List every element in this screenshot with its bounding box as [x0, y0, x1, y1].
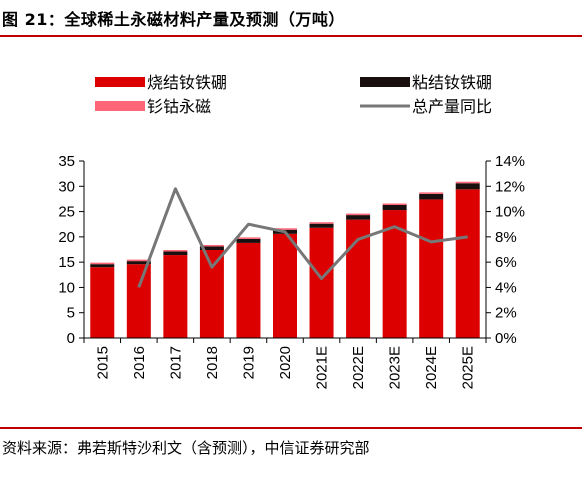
right-tick-label: 2% — [495, 305, 517, 322]
bar-2018-series-2 — [199, 244, 224, 247]
x-tick-label: 2024E — [423, 346, 440, 389]
figure-title: 图 21：全球稀土永磁材料产量及预测（万吨） — [2, 10, 345, 29]
bar-2021E-series-0 — [309, 227, 334, 338]
right-tick-label: 8% — [495, 229, 517, 246]
title-rule — [0, 35, 582, 37]
bar-2017-series-1 — [163, 251, 188, 256]
bar-2024E-series-2 — [419, 192, 444, 194]
right-tick-label: 12% — [495, 178, 525, 195]
legend-label-1: 粘结钕铁硼 — [412, 73, 492, 92]
bar-2021E-series-1 — [309, 223, 334, 228]
bar-2025E-series-1 — [455, 183, 480, 190]
bar-2024E-series-0 — [419, 199, 444, 338]
legend-label-0: 烧结钕铁硼 — [147, 73, 227, 92]
bar-2015-series-0 — [90, 267, 115, 338]
bar-2017-series-0 — [163, 255, 188, 338]
x-tick-label: 2023E — [387, 346, 404, 389]
bar-2016-series-2 — [126, 259, 151, 262]
legend-label-3: 总产量同比 — [412, 97, 492, 116]
bar-2019-series-2 — [236, 237, 261, 239]
legend-swatch-0 — [95, 77, 145, 87]
bar-2025E-series-0 — [455, 189, 480, 338]
bar-2024E-series-1 — [419, 193, 444, 200]
x-tick-label: 2022E — [350, 346, 367, 389]
bar-2022E-series-1 — [346, 215, 371, 220]
bar-2020-series-0 — [273, 233, 297, 338]
x-tick-label: 2015 — [94, 346, 111, 379]
legend-swatch-1 — [360, 77, 410, 87]
bar-2021E-series-2 — [309, 222, 334, 224]
left-tick-label: 25 — [58, 204, 75, 221]
x-tick-label: 2020 — [277, 346, 294, 379]
bar-2023E-series-2 — [382, 203, 407, 205]
bar-2020-series-2 — [273, 228, 297, 230]
bar-2025E-series-2 — [455, 181, 480, 184]
left-tick-label: 5 — [67, 305, 75, 322]
x-tick-label: 2016 — [131, 346, 148, 379]
source-rule — [0, 427, 582, 429]
bar-2016-series-0 — [126, 264, 151, 338]
x-tick-label: 2019 — [240, 346, 257, 379]
left-tick-label: 15 — [58, 254, 75, 271]
bar-2015-series-2 — [90, 262, 115, 265]
left-tick-label: 30 — [58, 178, 75, 195]
x-tick-label: 2017 — [167, 346, 184, 379]
bar-2018-series-1 — [199, 246, 224, 251]
bar-2015-series-1 — [90, 264, 115, 268]
right-tick-label: 10% — [495, 204, 525, 221]
bar-2017-series-2 — [163, 250, 188, 252]
x-tick-label: 2025E — [460, 346, 477, 389]
left-tick-label: 35 — [58, 153, 75, 170]
bar-2019-series-1 — [236, 238, 261, 243]
right-tick-label: 0% — [495, 330, 517, 347]
left-tick-label: 20 — [58, 229, 75, 246]
source-note: 资料来源：弗若斯特沙利文（含预测），中信证券研究部 — [2, 439, 370, 457]
left-tick-label: 0 — [67, 330, 75, 347]
right-tick-label: 4% — [495, 279, 517, 296]
left-tick-label: 10 — [58, 279, 75, 296]
legend-label-2: 钐钴永磁 — [147, 97, 211, 116]
bar-2019-series-0 — [236, 242, 261, 338]
x-tick-label: 2018 — [204, 346, 221, 379]
bar-2018-series-0 — [199, 250, 224, 338]
bar-2022E-series-2 — [346, 213, 371, 216]
right-tick-label: 14% — [495, 153, 525, 170]
legend-swatch-2 — [95, 101, 145, 111]
x-tick-label: 2021E — [314, 346, 331, 389]
right-tick-label: 6% — [495, 254, 517, 271]
bar-2023E-series-1 — [382, 204, 407, 211]
bar-2016-series-1 — [126, 261, 151, 265]
growth-line — [137, 187, 468, 288]
